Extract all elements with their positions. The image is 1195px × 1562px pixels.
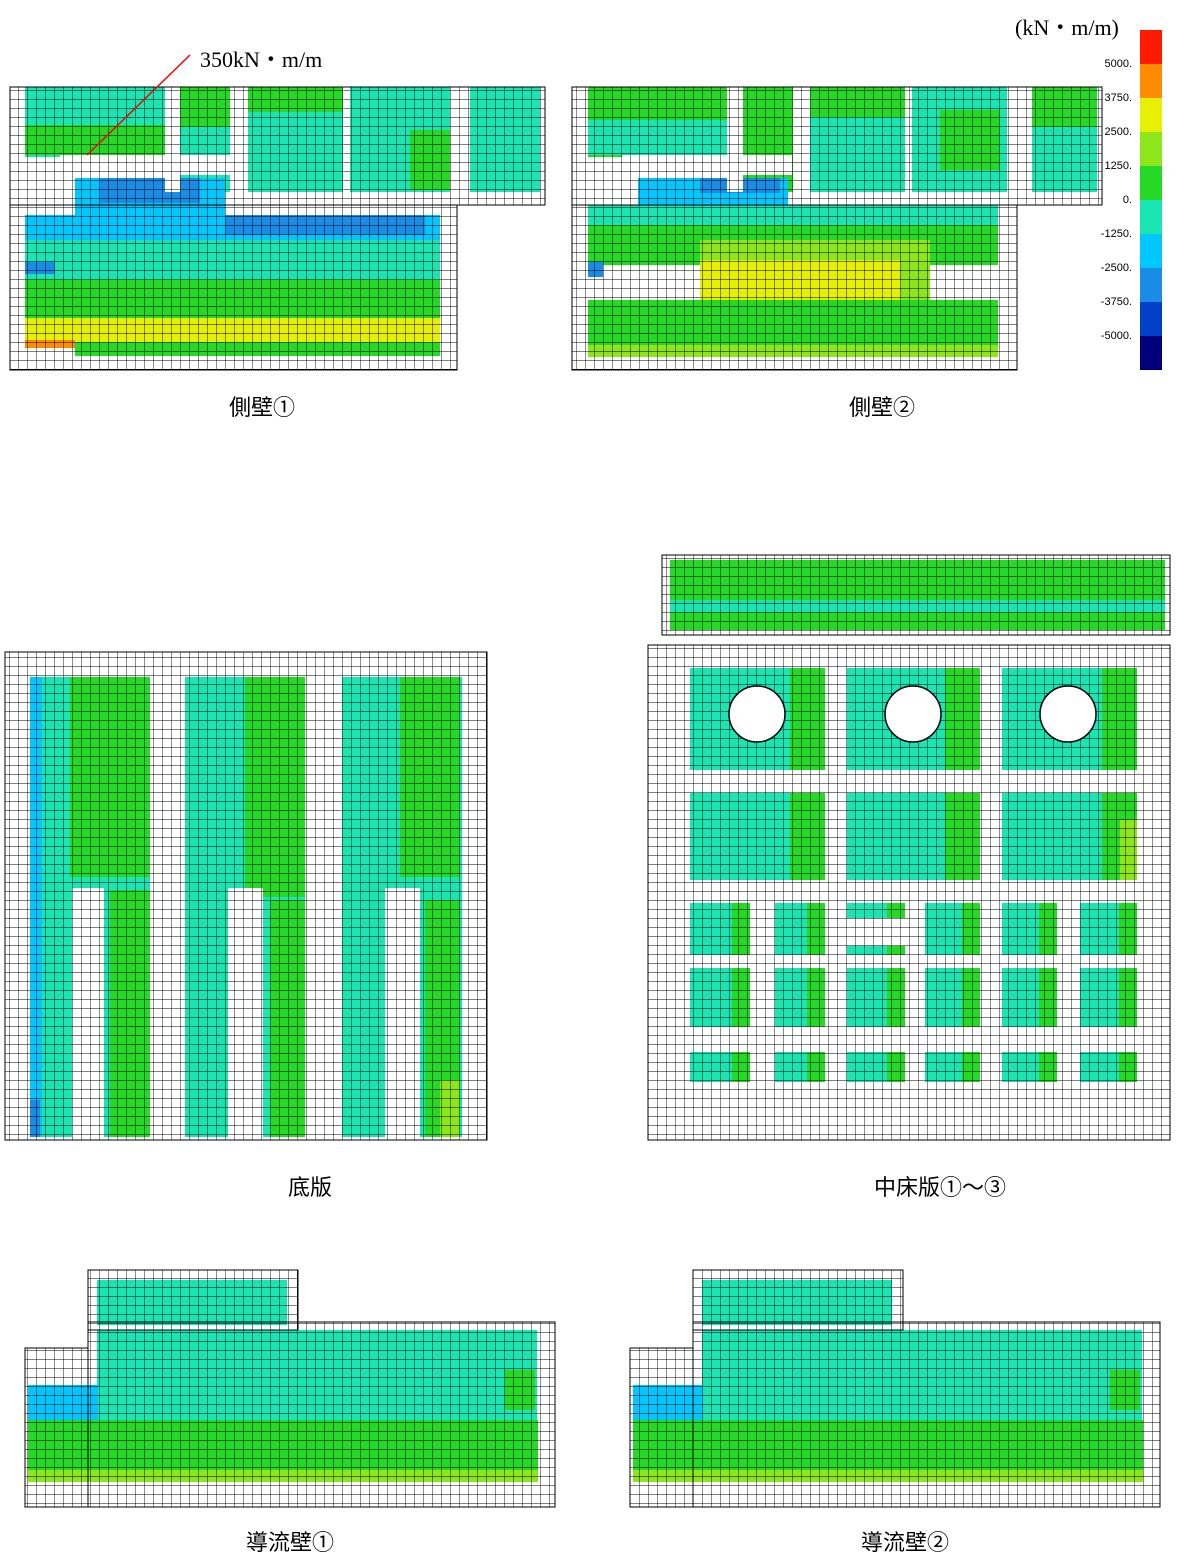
mesh-grid [571, 86, 1103, 206]
legend-label: 2500. [1104, 126, 1132, 138]
mesh-panel [571, 86, 1103, 371]
legend-swatch [1140, 200, 1162, 234]
mesh-panel [9, 86, 546, 371]
unit-label: (kN・m/m) [1015, 15, 1119, 40]
annotation: 350kN・m/m [200, 47, 322, 72]
legend-swatch [1140, 302, 1162, 336]
panel-caption: 側壁② [849, 395, 915, 420]
legend-label: 0. [1123, 194, 1132, 206]
legend-swatch [1140, 64, 1162, 98]
legend-swatch [1140, 132, 1162, 166]
mesh-grid [4, 651, 488, 1141]
legend-swatch [1140, 98, 1162, 132]
opening [1039, 685, 1097, 743]
panel-caption: 導流壁② [861, 1530, 949, 1555]
legend-swatch [1140, 268, 1162, 302]
mesh-panel [4, 651, 488, 1141]
mesh-grid [87, 1269, 299, 1331]
annotation-leader [86, 54, 191, 156]
panel-caption: 中床版①～③ [874, 1175, 1006, 1200]
panel-caption: 側壁① [229, 395, 295, 420]
legend-swatch [1140, 166, 1162, 200]
panel-caption: 導流壁① [246, 1530, 334, 1555]
mesh-panel [647, 554, 1171, 1141]
mesh-grid [571, 204, 1018, 371]
legend-label: -3750. [1101, 296, 1132, 308]
legend-swatch [1140, 336, 1162, 370]
legend-label: 3750. [1104, 92, 1132, 104]
mesh-grid [692, 1269, 904, 1331]
mesh-grid [692, 1321, 1161, 1508]
mesh-grid [9, 86, 546, 206]
mesh-grid [9, 204, 458, 371]
legend-label: 5000. [1104, 58, 1132, 70]
mesh-grid [661, 554, 1171, 636]
opening [728, 685, 786, 743]
opening [884, 685, 942, 743]
mesh-grid [87, 1321, 556, 1508]
legend-label: 1250. [1104, 160, 1132, 172]
legend-swatch [1140, 30, 1162, 64]
mesh-panel [24, 1269, 556, 1508]
mesh-grid [629, 1347, 694, 1508]
legend-swatch [1140, 234, 1162, 268]
mesh-panel [629, 1269, 1161, 1508]
legend-label: -1250. [1101, 228, 1132, 240]
mesh-grid [24, 1347, 89, 1508]
legend-label: -2500. [1101, 262, 1132, 274]
panel-caption: 底版 [288, 1175, 332, 1200]
legend-label: -5000. [1101, 330, 1132, 342]
